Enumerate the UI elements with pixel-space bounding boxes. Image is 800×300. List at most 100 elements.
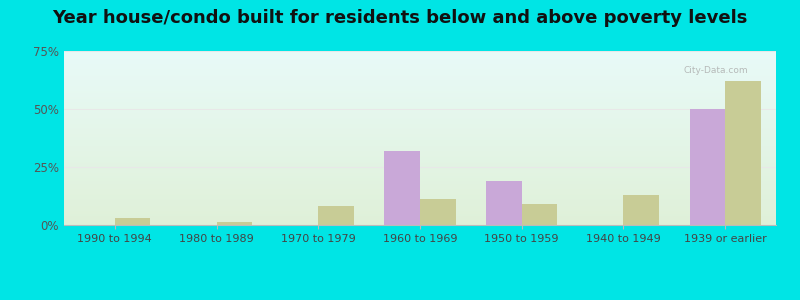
Bar <box>64 182 776 183</box>
Bar <box>64 152 776 153</box>
Bar <box>64 183 776 184</box>
Bar <box>64 120 776 121</box>
Bar <box>64 53 776 54</box>
Bar <box>64 153 776 154</box>
Bar <box>64 214 776 215</box>
Bar <box>64 51 776 52</box>
Bar <box>64 168 776 169</box>
Bar <box>64 177 776 178</box>
Bar <box>64 190 776 191</box>
Bar <box>64 189 776 190</box>
Bar <box>64 147 776 148</box>
Bar <box>64 139 776 140</box>
Bar <box>64 176 776 177</box>
Bar <box>64 148 776 149</box>
Bar <box>64 56 776 57</box>
Bar <box>64 92 776 93</box>
Bar <box>64 115 776 116</box>
Bar <box>64 208 776 209</box>
Bar <box>64 184 776 185</box>
Bar <box>64 86 776 87</box>
Bar <box>64 128 776 129</box>
Bar <box>64 204 776 205</box>
Bar <box>64 216 776 217</box>
Bar <box>384 151 420 225</box>
Bar <box>64 181 776 182</box>
Bar <box>64 116 776 117</box>
Bar <box>64 79 776 80</box>
Bar <box>64 85 776 86</box>
Bar <box>64 101 776 102</box>
Bar <box>318 206 354 225</box>
Bar <box>64 77 776 78</box>
Bar <box>64 170 776 171</box>
Bar <box>64 105 776 106</box>
Bar <box>64 122 776 123</box>
Bar <box>64 203 776 204</box>
Bar <box>64 81 776 82</box>
Bar <box>64 109 776 110</box>
Bar <box>64 180 776 181</box>
Bar <box>64 55 776 56</box>
Bar <box>64 174 776 175</box>
Bar <box>64 191 776 192</box>
Bar <box>64 135 776 136</box>
Bar <box>64 58 776 59</box>
Bar <box>64 61 776 62</box>
Bar <box>64 133 776 134</box>
Bar <box>64 121 776 122</box>
Bar <box>64 140 776 141</box>
Bar <box>64 202 776 203</box>
Bar <box>64 187 776 188</box>
Bar <box>64 164 776 165</box>
Bar <box>64 89 776 90</box>
Bar <box>64 224 776 225</box>
Bar <box>64 107 776 108</box>
Bar <box>64 215 776 216</box>
Bar <box>64 94 776 95</box>
Bar <box>64 110 776 111</box>
Bar <box>64 199 776 200</box>
Bar <box>64 130 776 131</box>
Bar <box>64 71 776 72</box>
Bar <box>64 73 776 74</box>
Bar <box>64 151 776 152</box>
Bar <box>64 150 776 151</box>
Bar <box>64 220 776 221</box>
Text: City-Data.com: City-Data.com <box>683 66 748 75</box>
Bar <box>64 136 776 137</box>
Bar <box>64 218 776 219</box>
Bar <box>64 144 776 145</box>
Bar <box>64 155 776 156</box>
Bar <box>64 157 776 158</box>
Bar <box>64 179 776 180</box>
Bar <box>64 90 776 91</box>
Bar <box>64 106 776 107</box>
Bar <box>64 65 776 66</box>
Bar <box>64 185 776 186</box>
Bar <box>64 206 776 207</box>
Bar <box>64 194 776 195</box>
Text: Year house/condo built for residents below and above poverty levels: Year house/condo built for residents bel… <box>52 9 748 27</box>
Bar <box>64 100 776 101</box>
Bar <box>64 80 776 81</box>
Bar <box>64 211 776 212</box>
Bar <box>64 67 776 68</box>
Bar <box>64 95 776 96</box>
Bar <box>64 202 776 203</box>
Bar <box>64 160 776 161</box>
Bar <box>64 52 776 53</box>
Bar <box>64 108 776 109</box>
Bar <box>64 160 776 161</box>
Bar <box>64 91 776 92</box>
Bar <box>64 210 776 211</box>
Bar <box>64 169 776 170</box>
Bar <box>486 181 522 225</box>
Bar <box>64 113 776 114</box>
Bar <box>64 54 776 55</box>
Bar <box>64 93 776 94</box>
Bar <box>64 223 776 224</box>
Bar <box>64 172 776 173</box>
Bar <box>64 222 776 223</box>
Bar <box>64 158 776 159</box>
